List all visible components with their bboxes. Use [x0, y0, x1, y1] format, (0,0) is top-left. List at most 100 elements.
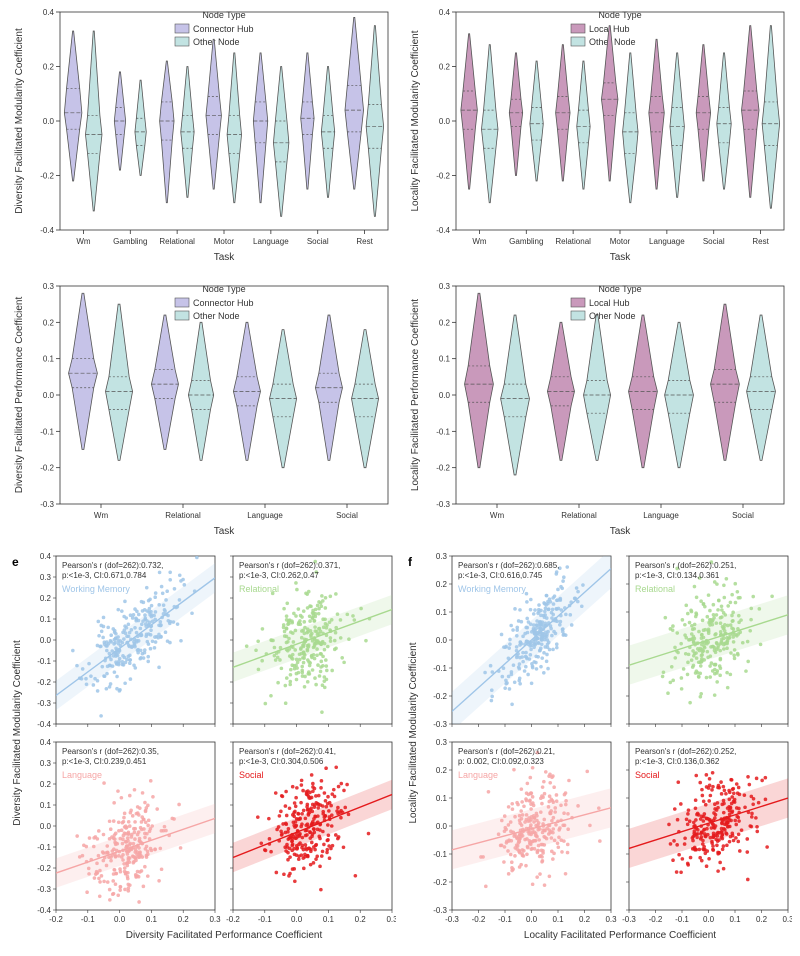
- violin: [345, 17, 364, 189]
- x-axis-label: Diversity Facilitated Performance Coeffi…: [126, 930, 323, 941]
- svg-text:-0.3: -0.3: [37, 885, 51, 894]
- svg-text:-0.2: -0.2: [433, 692, 447, 701]
- svg-text:Relational: Relational: [165, 511, 201, 520]
- svg-text:0.3: 0.3: [436, 552, 448, 561]
- violin: [253, 53, 267, 203]
- svg-text:Node Type: Node Type: [598, 284, 641, 294]
- violin: [670, 53, 684, 197]
- svg-text:-0.3: -0.3: [40, 500, 54, 509]
- svg-text:-0.2: -0.2: [226, 915, 240, 924]
- svg-text:-0.2: -0.2: [436, 172, 450, 181]
- svg-text:0.0: 0.0: [40, 636, 52, 645]
- violin: [160, 61, 174, 203]
- svg-text:0.2: 0.2: [178, 915, 190, 924]
- svg-text:-0.3: -0.3: [433, 720, 447, 729]
- svg-text:-0.1: -0.1: [37, 843, 51, 852]
- svg-text:-0.2: -0.2: [49, 915, 63, 924]
- svg-text:Wm: Wm: [76, 237, 91, 246]
- svg-text:-0.2: -0.2: [472, 915, 486, 924]
- violin: [188, 322, 213, 460]
- svg-text:Social: Social: [732, 511, 754, 520]
- violin: [273, 67, 288, 217]
- violin: [151, 315, 178, 449]
- svg-text:Social: Social: [336, 511, 358, 520]
- svg-text:-0.2: -0.2: [40, 172, 54, 181]
- svg-text:f: f: [408, 555, 413, 569]
- stats-text: p:<1e-3, CI:0.239,0.451: [62, 757, 147, 766]
- violin: [135, 80, 146, 175]
- legend: Node TypeLocal HubOther Node: [571, 284, 642, 321]
- x-axis-label: Task: [214, 252, 236, 263]
- svg-text:-0.3: -0.3: [37, 699, 51, 708]
- violin: [366, 26, 384, 217]
- svg-text:0.2: 0.2: [40, 594, 52, 603]
- svg-text:0.1: 0.1: [323, 915, 335, 924]
- svg-text:Language: Language: [649, 237, 685, 246]
- svg-text:Language: Language: [253, 237, 289, 246]
- violin: [301, 53, 314, 189]
- svg-text:-0.1: -0.1: [436, 427, 450, 436]
- stats-text: Pearson's r (dof=262):0.371,: [239, 561, 340, 570]
- svg-text:0.1: 0.1: [436, 794, 448, 803]
- subplot-title: Working Memory: [62, 584, 130, 594]
- violin: [577, 61, 590, 189]
- stats-text: p:<1e-3, CI:0.671,0.784: [62, 571, 147, 580]
- svg-text:-0.4: -0.4: [37, 906, 51, 915]
- svg-text:-0.2: -0.2: [37, 678, 51, 687]
- svg-text:-0.4: -0.4: [37, 720, 51, 729]
- svg-text:e: e: [12, 555, 19, 569]
- svg-text:Other Node: Other Node: [193, 311, 240, 321]
- y-axis-label: Diversity Facilitated Modularity Coeffic…: [14, 28, 25, 214]
- svg-text:Language: Language: [643, 511, 679, 520]
- violin: [623, 53, 638, 203]
- subplot-title: Working Memory: [458, 584, 526, 594]
- violin: [481, 45, 497, 203]
- svg-text:0.1: 0.1: [40, 615, 52, 624]
- violin: [601, 26, 617, 181]
- svg-text:0.2: 0.2: [756, 915, 768, 924]
- svg-text:Relational: Relational: [561, 511, 597, 520]
- stats-text: Pearson's r (dof=262):0.21,: [458, 747, 555, 756]
- svg-text:-0.1: -0.1: [258, 915, 272, 924]
- svg-text:0.3: 0.3: [605, 915, 617, 924]
- stats-text: p:<1e-3, CI:0.304,0.506: [239, 757, 324, 766]
- svg-text:Rest: Rest: [752, 237, 769, 246]
- violin: [64, 31, 82, 181]
- stats-text: p: 0.002, CI:0.092,0.323: [458, 757, 544, 766]
- svg-text:0.3: 0.3: [40, 573, 52, 582]
- svg-text:Local Hub: Local Hub: [589, 298, 630, 308]
- x-axis-label: Task: [610, 252, 632, 263]
- svg-text:Gambling: Gambling: [113, 237, 147, 246]
- svg-text:-0.3: -0.3: [436, 500, 450, 509]
- y-axis-label: Diversity Facilitated Modularity Coeffic…: [12, 640, 23, 826]
- figure-root: -0.4-0.20.00.20.4Diversity Facilitated M…: [0, 0, 800, 955]
- svg-text:Node Type: Node Type: [202, 10, 245, 20]
- svg-text:Rest: Rest: [356, 237, 373, 246]
- violin-panel-locality-performance: -0.3-0.2-0.10.00.10.20.3Locality Facilit…: [404, 278, 792, 548]
- y-axis-label: Locality Facilitated Modularity Coeffici…: [410, 30, 421, 211]
- svg-text:0.0: 0.0: [291, 915, 303, 924]
- svg-text:0.2: 0.2: [355, 915, 367, 924]
- stats-text: Pearson's r (dof=262):0.41,: [239, 747, 336, 756]
- svg-text:0.1: 0.1: [40, 801, 52, 810]
- subplot-title: Relational: [239, 584, 279, 594]
- svg-text:0.3: 0.3: [439, 282, 451, 291]
- violin-panel-diversity-performance: -0.3-0.2-0.10.00.10.20.3Diversity Facili…: [8, 278, 396, 548]
- svg-text:0.1: 0.1: [436, 608, 448, 617]
- svg-text:Wm: Wm: [472, 237, 487, 246]
- svg-text:-0.2: -0.2: [436, 464, 450, 473]
- legend: Node TypeConnector HubOther Node: [175, 284, 254, 321]
- svg-text:-0.3: -0.3: [433, 906, 447, 915]
- stats-text: Pearson's r (dof=262):0.732,: [62, 561, 163, 570]
- violin-panel-locality-modularity: -0.4-0.20.00.20.4Locality Facilitated Mo…: [404, 4, 792, 274]
- svg-text:Wm: Wm: [94, 511, 109, 520]
- svg-text:0.0: 0.0: [436, 636, 448, 645]
- svg-text:0.3: 0.3: [782, 915, 792, 924]
- violin: [742, 26, 760, 198]
- svg-text:0.3: 0.3: [40, 759, 52, 768]
- subplot-title: Social: [239, 770, 264, 780]
- svg-text:-0.2: -0.2: [40, 464, 54, 473]
- svg-text:Wm: Wm: [490, 511, 505, 520]
- svg-text:0.0: 0.0: [439, 391, 451, 400]
- svg-text:-0.1: -0.1: [40, 427, 54, 436]
